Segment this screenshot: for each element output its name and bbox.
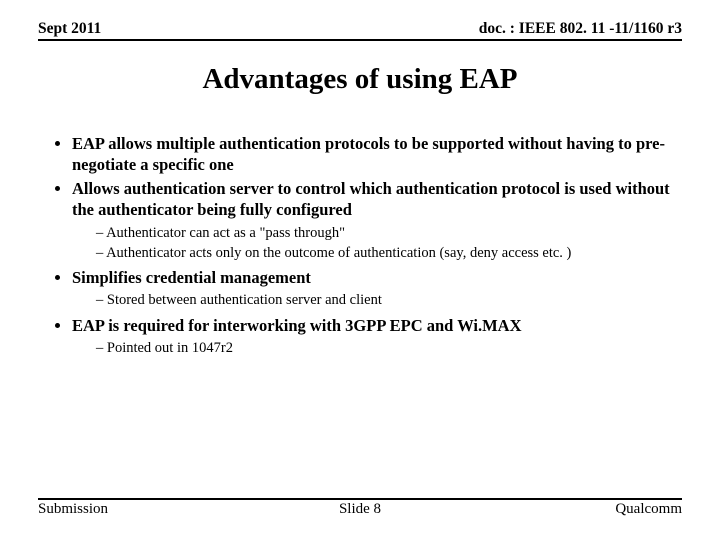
sub-bullet-list: Authenticator can act as a "pass through… — [72, 224, 682, 262]
bullet-text: Simplifies credential management — [72, 268, 311, 287]
bullet-list: EAP allows multiple authentication proto… — [38, 134, 682, 357]
bullet-item: EAP is required for interworking with 3G… — [72, 316, 682, 358]
sub-bullet-item: Pointed out in 1047r2 — [96, 339, 682, 357]
sub-bullet-list: Pointed out in 1047r2 — [72, 339, 682, 357]
bullet-item: EAP allows multiple authentication proto… — [72, 134, 682, 175]
slide-content: EAP allows multiple authentication proto… — [38, 134, 682, 357]
sub-bullet-item: Authenticator acts only on the outcome o… — [96, 244, 682, 262]
header-doc-id: doc. : IEEE 802. 11 -11/1160 r3 — [479, 20, 682, 38]
footer-slide-number: Slide 8 — [339, 501, 381, 518]
bullet-item: Allows authentication server to control … — [72, 179, 682, 262]
bullet-text: EAP allows multiple authentication proto… — [72, 134, 665, 174]
slide-container: Sept 2011 doc. : IEEE 802. 11 -11/1160 r… — [0, 0, 720, 540]
slide-footer: Submission Slide 8 Qualcomm — [38, 498, 682, 518]
header-date: Sept 2011 — [38, 20, 101, 38]
bullet-text: Allows authentication server to control … — [72, 179, 670, 219]
slide-title: Advantages of using EAP — [38, 63, 682, 96]
slide-header: Sept 2011 doc. : IEEE 802. 11 -11/1160 r… — [38, 20, 682, 41]
sub-bullet-list: Stored between authentication server and… — [72, 291, 682, 309]
footer-left: Submission — [38, 501, 108, 518]
sub-bullet-item: Stored between authentication server and… — [96, 291, 682, 309]
sub-bullet-item: Authenticator can act as a "pass through… — [96, 224, 682, 242]
bullet-text: EAP is required for interworking with 3G… — [72, 316, 522, 335]
footer-right: Qualcomm — [615, 501, 682, 518]
bullet-item: Simplifies credential management Stored … — [72, 268, 682, 310]
